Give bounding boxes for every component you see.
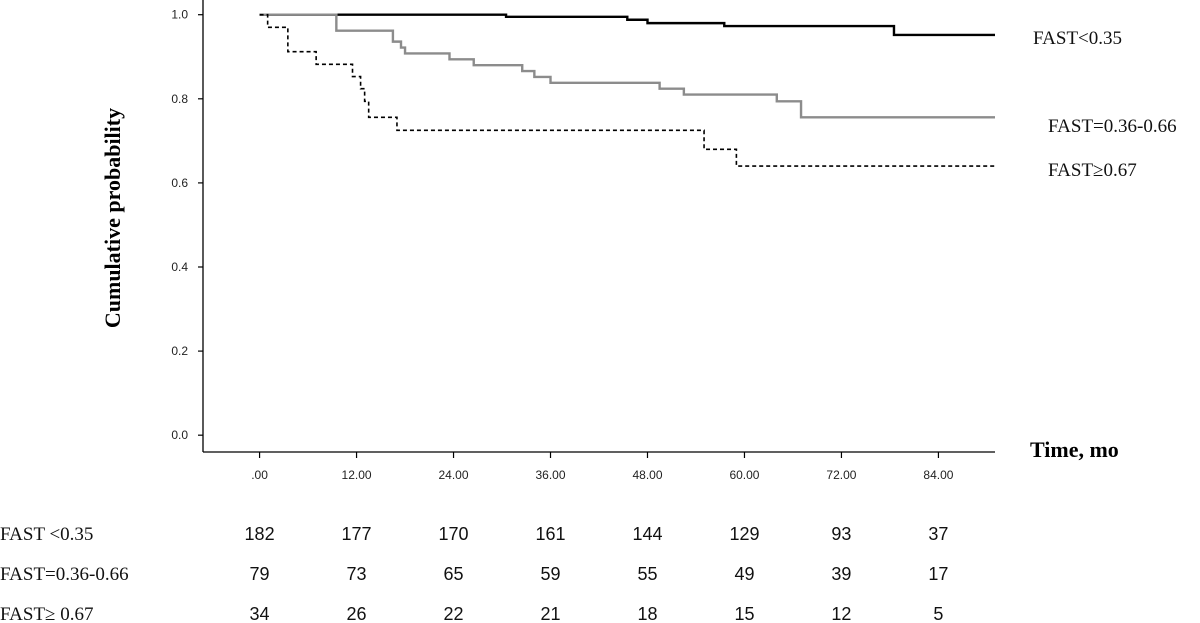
risk-value: 49 bbox=[734, 564, 754, 584]
x-tick-label: 60.00 bbox=[729, 468, 759, 482]
risk-row-label: FAST=0.36-0.66 bbox=[0, 564, 129, 585]
risk-row-label: FAST≥ 0.67 bbox=[0, 604, 93, 623]
risk-value: 39 bbox=[831, 564, 851, 584]
risk-value: 79 bbox=[250, 564, 270, 584]
risk-value: 129 bbox=[729, 524, 759, 544]
series-lines bbox=[259, 13, 995, 167]
risk-value: 18 bbox=[637, 604, 657, 623]
risk-value: 93 bbox=[831, 524, 851, 544]
x-tick-label: 12.00 bbox=[342, 468, 372, 482]
risk-row-label: FAST <0.35 bbox=[0, 524, 93, 545]
y-tick-label: 1.0 bbox=[171, 8, 188, 22]
risk-value: 37 bbox=[928, 524, 948, 544]
risk-value: 170 bbox=[439, 524, 469, 544]
risk-value: 5 bbox=[933, 604, 943, 623]
y-tick-label: 0.8 bbox=[171, 92, 188, 106]
risk-value: 59 bbox=[540, 564, 560, 584]
legend: FAST<0.35 FAST=0.36-0.66 FAST≥0.67 bbox=[1033, 28, 1177, 181]
risk-value: 21 bbox=[540, 604, 560, 623]
risk-value: 12 bbox=[831, 604, 851, 623]
legend-label-3: FAST≥0.67 bbox=[1048, 160, 1137, 181]
risk-table: FAST <0.35 182 177 170 161 144 129 93 37 FAST=0.3… bbox=[0, 524, 948, 623]
y-tick-label: 0.6 bbox=[171, 176, 188, 190]
y-tick-label: 0.4 bbox=[171, 260, 188, 274]
risk-value: 182 bbox=[245, 524, 275, 544]
risk-value: 26 bbox=[347, 604, 367, 623]
x-tick-label: 84.00 bbox=[923, 468, 953, 482]
ticks: 0.0 0.2 0.4 0.6 0.8 1.0 .00 12.00 24.00 36.00 48.0… bbox=[171, 8, 953, 482]
x-tick-label: 36.00 bbox=[535, 468, 565, 482]
x-tick-label: .00 bbox=[251, 468, 268, 482]
risk-value: 34 bbox=[250, 604, 270, 623]
risk-value: 73 bbox=[347, 564, 367, 584]
legend-label-2: FAST=0.36-0.66 bbox=[1048, 116, 1177, 137]
x-tick-label: 24.00 bbox=[439, 468, 469, 482]
series-line-1 bbox=[259, 13, 995, 37]
risk-value: 22 bbox=[444, 604, 464, 623]
series-line-3 bbox=[259, 13, 995, 167]
legend-label-1: FAST<0.35 bbox=[1033, 28, 1122, 49]
risk-value: 17 bbox=[928, 564, 948, 584]
risk-value: 144 bbox=[632, 524, 662, 544]
x-tick-label: 72.00 bbox=[826, 468, 856, 482]
x-tick-label: 48.00 bbox=[632, 468, 662, 482]
axes bbox=[202, 0, 995, 453]
risk-value: 65 bbox=[444, 564, 464, 584]
y-tick-label: 0.0 bbox=[171, 428, 188, 442]
y-tick-label: 0.2 bbox=[171, 344, 188, 358]
y-axis-title: Cumulative probability bbox=[100, 108, 125, 328]
series-line-2 bbox=[259, 13, 995, 119]
x-axis-title: Time, mo bbox=[1030, 437, 1119, 462]
risk-value: 177 bbox=[342, 524, 372, 544]
risk-value: 15 bbox=[734, 604, 754, 623]
risk-value: 161 bbox=[535, 524, 565, 544]
risk-value: 55 bbox=[637, 564, 657, 584]
